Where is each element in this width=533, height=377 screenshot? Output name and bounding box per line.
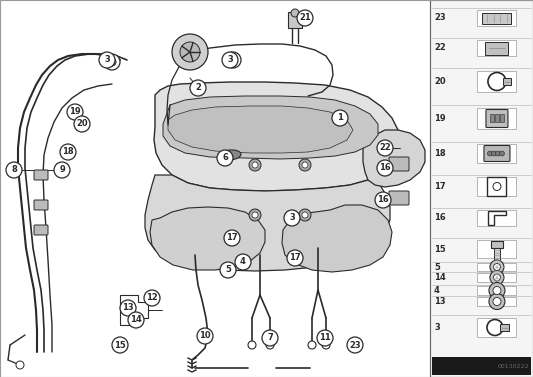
- Circle shape: [249, 159, 261, 171]
- Text: 00130222: 00130222: [497, 363, 529, 368]
- FancyBboxPatch shape: [478, 318, 516, 337]
- Text: 22: 22: [434, 43, 446, 52]
- Text: 1: 1: [337, 113, 343, 123]
- FancyBboxPatch shape: [288, 12, 302, 28]
- FancyBboxPatch shape: [504, 78, 512, 85]
- Text: 22: 22: [379, 144, 391, 153]
- Text: 23: 23: [434, 14, 446, 23]
- Circle shape: [284, 210, 300, 226]
- Circle shape: [322, 341, 330, 349]
- Circle shape: [493, 287, 501, 294]
- Circle shape: [16, 361, 24, 369]
- FancyBboxPatch shape: [478, 286, 516, 295]
- FancyBboxPatch shape: [491, 241, 503, 248]
- Text: 4: 4: [240, 257, 246, 267]
- Circle shape: [120, 300, 136, 316]
- Text: 6: 6: [222, 153, 228, 162]
- Circle shape: [490, 271, 504, 285]
- Circle shape: [197, 328, 213, 344]
- Circle shape: [248, 341, 256, 349]
- FancyBboxPatch shape: [478, 10, 516, 26]
- FancyBboxPatch shape: [478, 273, 516, 282]
- Circle shape: [308, 341, 316, 349]
- Text: 14: 14: [130, 316, 142, 325]
- FancyBboxPatch shape: [490, 113, 494, 121]
- Polygon shape: [145, 175, 390, 271]
- FancyBboxPatch shape: [478, 144, 516, 162]
- Text: 15: 15: [434, 245, 446, 253]
- Circle shape: [491, 151, 496, 156]
- Circle shape: [299, 209, 311, 221]
- Circle shape: [112, 337, 128, 353]
- Circle shape: [180, 42, 200, 62]
- FancyBboxPatch shape: [34, 170, 48, 180]
- Circle shape: [496, 151, 500, 156]
- FancyBboxPatch shape: [486, 41, 508, 55]
- FancyBboxPatch shape: [34, 225, 48, 235]
- FancyBboxPatch shape: [478, 40, 516, 56]
- Circle shape: [220, 262, 236, 278]
- Circle shape: [222, 52, 238, 68]
- Circle shape: [67, 104, 83, 120]
- Text: 23: 23: [349, 340, 361, 349]
- Circle shape: [377, 140, 393, 156]
- Polygon shape: [282, 205, 392, 272]
- Circle shape: [494, 264, 500, 271]
- Circle shape: [489, 294, 505, 310]
- Circle shape: [266, 341, 274, 349]
- Circle shape: [317, 330, 333, 346]
- FancyBboxPatch shape: [478, 71, 516, 92]
- Circle shape: [229, 56, 237, 64]
- FancyBboxPatch shape: [494, 248, 500, 262]
- Text: 19: 19: [69, 107, 81, 116]
- Text: 17: 17: [226, 233, 238, 242]
- FancyBboxPatch shape: [478, 108, 516, 129]
- Text: 15: 15: [114, 340, 126, 349]
- Text: 17: 17: [289, 253, 301, 262]
- FancyBboxPatch shape: [34, 200, 48, 210]
- Circle shape: [252, 162, 258, 168]
- Circle shape: [172, 34, 208, 70]
- Circle shape: [302, 212, 308, 218]
- Circle shape: [60, 144, 76, 160]
- Circle shape: [225, 52, 241, 68]
- Text: 3: 3: [104, 55, 110, 64]
- Circle shape: [377, 160, 393, 176]
- Circle shape: [299, 159, 311, 171]
- Text: 5: 5: [225, 265, 231, 274]
- Circle shape: [291, 9, 299, 17]
- FancyBboxPatch shape: [478, 297, 516, 306]
- Circle shape: [375, 192, 391, 208]
- FancyBboxPatch shape: [500, 324, 510, 331]
- Ellipse shape: [219, 150, 241, 160]
- Text: 13: 13: [434, 297, 446, 306]
- Text: 13: 13: [122, 303, 134, 313]
- Circle shape: [297, 10, 313, 26]
- FancyBboxPatch shape: [389, 191, 409, 205]
- FancyBboxPatch shape: [478, 263, 516, 271]
- Text: 11: 11: [319, 334, 331, 342]
- Circle shape: [249, 209, 261, 221]
- Circle shape: [489, 282, 505, 299]
- Text: 3: 3: [289, 213, 295, 222]
- Circle shape: [6, 162, 22, 178]
- Circle shape: [302, 162, 308, 168]
- FancyBboxPatch shape: [389, 157, 409, 171]
- FancyBboxPatch shape: [495, 113, 499, 121]
- Polygon shape: [163, 96, 378, 159]
- Circle shape: [99, 52, 115, 68]
- Text: 18: 18: [62, 147, 74, 156]
- Text: 5: 5: [434, 262, 440, 271]
- Circle shape: [493, 297, 501, 305]
- Circle shape: [252, 212, 258, 218]
- Circle shape: [54, 162, 70, 178]
- Circle shape: [144, 290, 160, 306]
- FancyBboxPatch shape: [484, 146, 510, 161]
- FancyBboxPatch shape: [482, 12, 512, 23]
- Text: 21: 21: [299, 14, 311, 23]
- Text: 19: 19: [434, 114, 446, 123]
- FancyBboxPatch shape: [478, 240, 516, 258]
- Circle shape: [332, 110, 348, 126]
- Circle shape: [224, 230, 240, 246]
